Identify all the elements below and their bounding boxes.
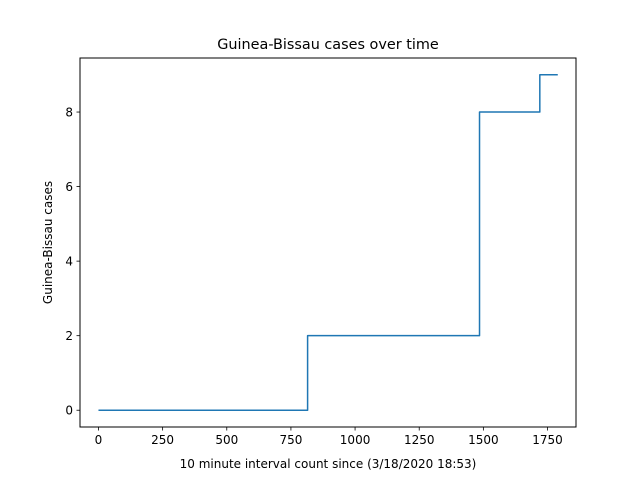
y-axis: 0 2 4 6 8 <box>65 105 80 418</box>
y-tick-label: 0 <box>65 404 73 418</box>
x-axis-label: 10 minute interval count since (3/18/202… <box>180 457 477 471</box>
y-tick-label: 8 <box>65 105 73 119</box>
y-axis-label: Guinea-Bissau cases <box>41 181 55 304</box>
y-tick-label: 6 <box>65 180 73 194</box>
x-tick-label: 1750 <box>532 433 563 447</box>
x-tick-label: 500 <box>215 433 238 447</box>
plot-frame <box>79 57 577 428</box>
y-tick-label: 2 <box>65 329 73 343</box>
y-tick-label: 4 <box>65 254 73 268</box>
x-tick-label: 1250 <box>404 433 435 447</box>
chart-title: Guinea-Bissau cases over time <box>217 37 439 53</box>
x-axis: 0 250 500 750 1000 1250 1500 1750 <box>95 427 563 447</box>
x-tick-label: 750 <box>279 433 302 447</box>
x-tick-label: 1000 <box>340 433 371 447</box>
x-tick-label: 0 <box>95 433 103 447</box>
plot-area <box>79 57 577 428</box>
x-tick-label: 250 <box>151 433 174 447</box>
x-tick-label: 1500 <box>468 433 499 447</box>
series-line-cases <box>98 74 558 411</box>
